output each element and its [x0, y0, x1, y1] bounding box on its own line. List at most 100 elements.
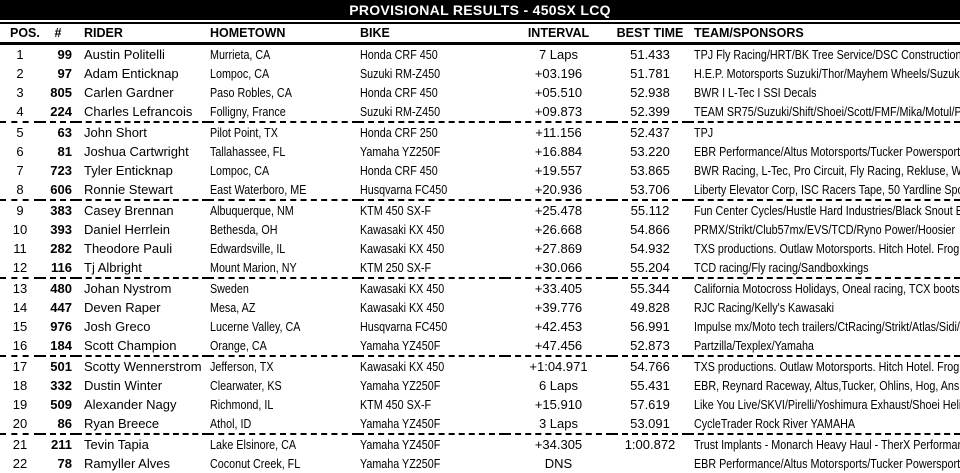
rider-name-cell: Casey Brennan: [76, 200, 208, 220]
interval-cell: +09.873: [505, 102, 612, 122]
position-cell: 20: [0, 414, 40, 434]
rider-name-cell: Scott Champion: [76, 336, 208, 356]
rider-name-cell: Alexander Nagy: [76, 395, 208, 414]
rider-name-cell: Austin Politelli: [76, 44, 208, 65]
team-sponsors-cell: TPJ Fly Racing/HRT/BK Tree Service/DSC C…: [688, 44, 960, 65]
table-row: 3 805 Carlen Gardner Paso Robles, CA Hon…: [0, 83, 960, 102]
hometown-cell: Lake Elsinore, CA: [208, 434, 358, 454]
position-cell: 10: [0, 220, 40, 239]
best-time-cell: 51.433: [612, 44, 688, 65]
rider-number-cell: 332: [40, 376, 76, 395]
best-time-cell: 54.866: [612, 220, 688, 239]
hometown-cell: Mesa, AZ: [208, 298, 358, 317]
table-row: 4 224 Charles Lefrancois Folligny, Franc…: [0, 102, 960, 122]
rider-name-cell: Ramyller Alves: [76, 454, 208, 473]
position-cell: 2: [0, 64, 40, 83]
position-cell: 21: [0, 434, 40, 454]
column-header-interval: INTERVAL: [505, 24, 612, 44]
bike-cell: Kawasaki KX 450: [358, 278, 505, 298]
column-header-rider: RIDER: [76, 24, 208, 44]
table-row: 2 97 Adam Enticknap Lompoc, CA Suzuki RM…: [0, 64, 960, 83]
hometown-cell: Albuquerque, NM: [208, 200, 358, 220]
rider-name-cell: Tj Albright: [76, 258, 208, 278]
hometown-cell: Clearwater, KS: [208, 376, 358, 395]
hometown-cell: Mount Marion, NY: [208, 258, 358, 278]
rider-number-cell: 447: [40, 298, 76, 317]
interval-cell: +20.936: [505, 180, 612, 200]
table-row: 22 78 Ramyller Alves Coconut Creek, FL Y…: [0, 454, 960, 473]
rider-number-cell: 606: [40, 180, 76, 200]
hometown-cell: Lompoc, CA: [208, 64, 358, 83]
best-time-cell: 54.932: [612, 239, 688, 258]
rider-number-cell: 723: [40, 161, 76, 180]
best-time-cell: 55.204: [612, 258, 688, 278]
rider-number-cell: 78: [40, 454, 76, 473]
rider-number-cell: 282: [40, 239, 76, 258]
interval-cell: +47.456: [505, 336, 612, 356]
rider-name-cell: Charles Lefrancois: [76, 102, 208, 122]
interval-cell: +33.405: [505, 278, 612, 298]
best-time-cell: 55.344: [612, 278, 688, 298]
position-cell: 11: [0, 239, 40, 258]
table-row: 16 184 Scott Champion Orange, CA Yamaha …: [0, 336, 960, 356]
interval-cell: 3 Laps: [505, 414, 612, 434]
table-row: 7 723 Tyler Enticknap Lompoc, CA Honda C…: [0, 161, 960, 180]
table-row: 1 99 Austin Politelli Murrieta, CA Honda…: [0, 44, 960, 65]
table-row: 21 211 Tevin Tapia Lake Elsinore, CA Yam…: [0, 434, 960, 454]
interval-cell: +26.668: [505, 220, 612, 239]
table-row: 20 86 Ryan Breece Athol, ID Yamaha YZ450…: [0, 414, 960, 434]
bike-cell: Suzuki RM-Z450: [358, 102, 505, 122]
best-time-cell: 53.220: [612, 142, 688, 161]
hometown-cell: Bethesda, OH: [208, 220, 358, 239]
results-body: 1 99 Austin Politelli Murrieta, CA Honda…: [0, 44, 960, 473]
interval-cell: +39.776: [505, 298, 612, 317]
team-sponsors-cell: TEAM SR75/Suzuki/Shift/Shoei/Scott/FMF/M…: [688, 102, 960, 122]
bike-cell: Honda CRF 450: [358, 161, 505, 180]
best-time-cell: 52.437: [612, 122, 688, 142]
rider-number-cell: 63: [40, 122, 76, 142]
interval-cell: +27.869: [505, 239, 612, 258]
table-row: 5 63 John Short Pilot Point, TX Honda CR…: [0, 122, 960, 142]
position-cell: 3: [0, 83, 40, 102]
bike-cell: Yamaha YZ450F: [358, 336, 505, 356]
title-bar: PROVISIONAL RESULTS - 450SX LCQ: [0, 0, 960, 20]
position-cell: 15: [0, 317, 40, 336]
table-row: 6 81 Joshua Cartwright Tallahassee, FL Y…: [0, 142, 960, 161]
position-cell: 5: [0, 122, 40, 142]
hometown-cell: Lompoc, CA: [208, 161, 358, 180]
bike-cell: Yamaha YZ450F: [358, 414, 505, 434]
column-header-best-time: BEST TIME: [612, 24, 688, 44]
interval-cell: +42.453: [505, 317, 612, 336]
table-row: 11 282 Theodore Pauli Edwardsville, IL K…: [0, 239, 960, 258]
position-cell: 8: [0, 180, 40, 200]
team-sponsors-cell: TXS productions. Outlaw Motorsports. Hit…: [688, 356, 960, 376]
table-row: 15 976 Josh Greco Lucerne Valley, CA Hus…: [0, 317, 960, 336]
rider-number-cell: 97: [40, 64, 76, 83]
rider-number-cell: 184: [40, 336, 76, 356]
team-sponsors-cell: Fun Center Cycles/Hustle Hard Industries…: [688, 200, 960, 220]
hometown-cell: Folligny, France: [208, 102, 358, 122]
hometown-cell: Athol, ID: [208, 414, 358, 434]
rider-name-cell: Dustin Winter: [76, 376, 208, 395]
hometown-cell: Sweden: [208, 278, 358, 298]
team-sponsors-cell: H.E.P. Motorsports Suzuki/Thor/Mayhem Wh…: [688, 64, 960, 83]
rider-name-cell: Tevin Tapia: [76, 434, 208, 454]
rider-number-cell: 976: [40, 317, 76, 336]
rider-name-cell: Theodore Pauli: [76, 239, 208, 258]
interval-cell: +25.478: [505, 200, 612, 220]
position-cell: 18: [0, 376, 40, 395]
bike-cell: KTM 450 SX-F: [358, 200, 505, 220]
rider-number-cell: 81: [40, 142, 76, 161]
rider-name-cell: Scotty Wennerstrom: [76, 356, 208, 376]
column-header-bike: BIKE: [358, 24, 505, 44]
rider-number-cell: 383: [40, 200, 76, 220]
interval-cell: +03.196: [505, 64, 612, 83]
hometown-cell: Richmond, IL: [208, 395, 358, 414]
rider-number-cell: 211: [40, 434, 76, 454]
bike-cell: Yamaha YZ250F: [358, 142, 505, 161]
best-time-cell: 55.431: [612, 376, 688, 395]
rider-number-cell: 99: [40, 44, 76, 65]
position-cell: 17: [0, 356, 40, 376]
best-time-cell: 1:00.872: [612, 434, 688, 454]
rider-name-cell: Josh Greco: [76, 317, 208, 336]
